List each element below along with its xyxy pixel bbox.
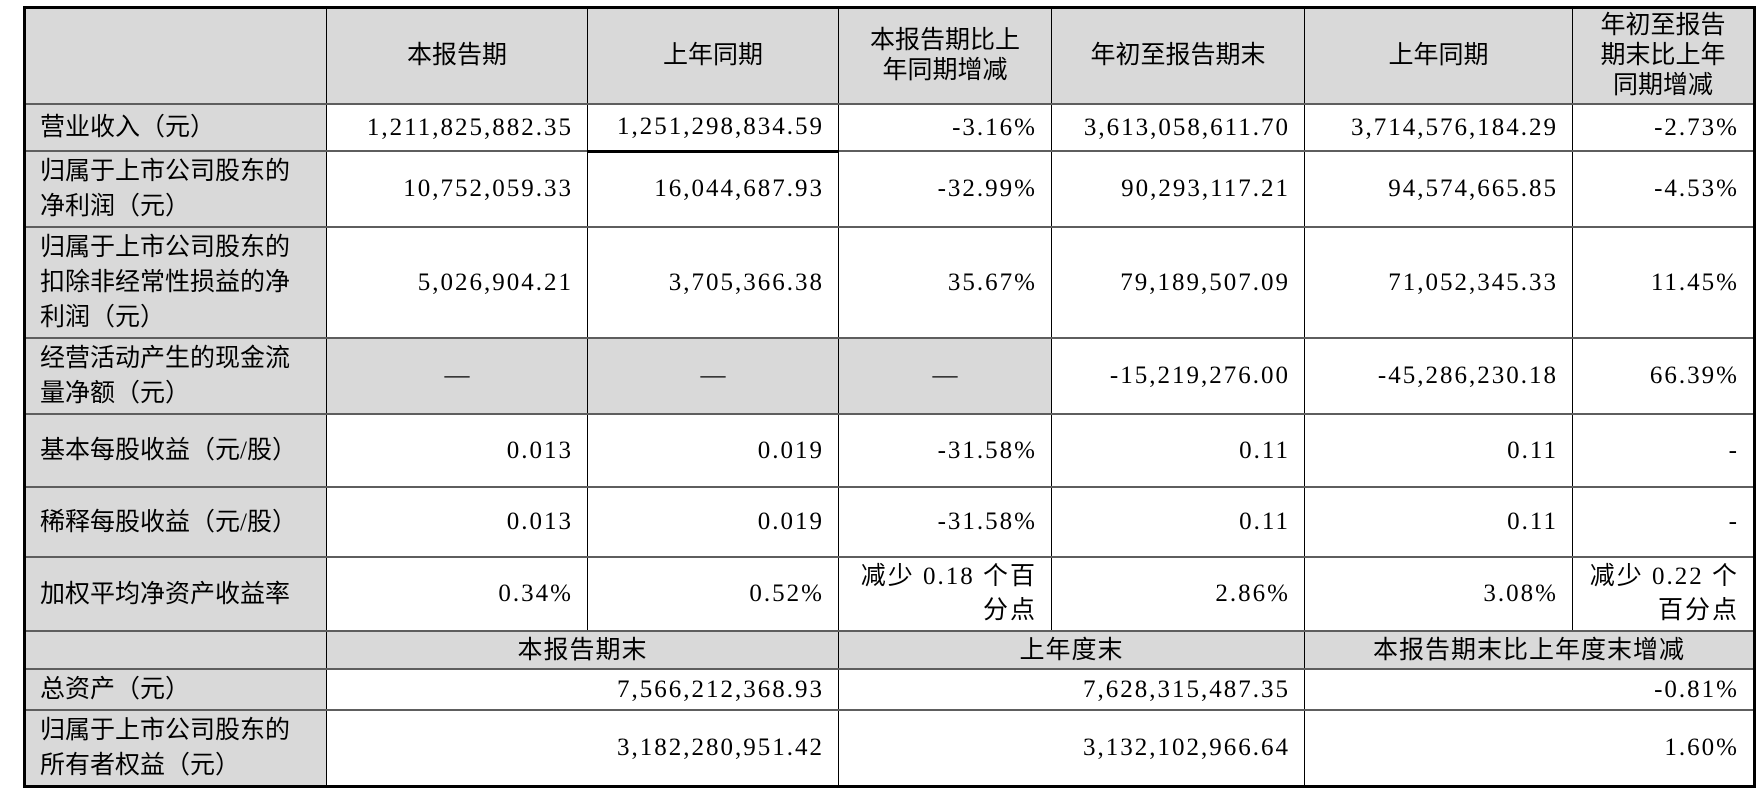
cell-value: 66.39% [1572, 337, 1755, 415]
cell-value: 3,613,058,611.70 [1051, 103, 1305, 152]
subheader-end-of-period: 本报告期末 [326, 630, 839, 670]
row-label: 基本每股收益（元/股） [24, 413, 327, 488]
column-header-prior-year-ytd: 上年同期 [1304, 6, 1573, 105]
cell-value: -4.53% [1572, 150, 1755, 228]
cell-value: — [326, 337, 588, 415]
column-header-blank [24, 6, 327, 105]
cell-value: 90,293,117.21 [1051, 150, 1305, 228]
cell-value: 0.11 [1304, 486, 1573, 558]
cell-value: 3,132,102,966.64 [838, 709, 1305, 788]
subheader-end-of-prior-year: 上年度末 [838, 630, 1305, 670]
subheader-change-vs-prior-year-end: 本报告期末比上年度末增减 [1304, 630, 1755, 670]
cell-value: -31.58% [838, 486, 1052, 558]
header-row: 本报告期 上年同期 本报告期比上年同期增减 年初至报告期末 上年同期 年初至报告… [24, 6, 1755, 105]
cell-value: 0.013 [326, 486, 588, 558]
cell-value: 0.11 [1051, 486, 1305, 558]
cell-value: -3.16% [838, 103, 1052, 152]
row-label: 营业收入（元） [24, 103, 327, 152]
cell-value: 3.08% [1304, 556, 1573, 632]
row-label: 归属于上市公司股东的所有者权益（元） [24, 709, 327, 788]
cell-value: - [1572, 413, 1755, 488]
cell-value: 减少 0.18 个百分点 [838, 556, 1052, 632]
cell-value: -2.73% [1572, 103, 1755, 152]
column-header-current-period: 本报告期 [326, 6, 588, 105]
report-page: 本报告期 上年同期 本报告期比上年同期增减 年初至报告期末 上年同期 年初至报告… [23, 6, 1756, 788]
row-label: 加权平均净资产收益率 [24, 556, 327, 632]
cell-value: 0.34% [326, 556, 588, 632]
cell-value: 11.45% [1572, 226, 1755, 339]
cell-value: -45,286,230.18 [1304, 337, 1573, 415]
cell-value: 2.86% [1051, 556, 1305, 632]
cell-value: 3,182,280,951.42 [326, 709, 839, 788]
cell-value: 减少 0.22 个百分点 [1572, 556, 1755, 632]
cell-value: 1,211,825,882.35 [326, 103, 588, 152]
row-label: 归属于上市公司股东的净利润（元） [24, 150, 327, 228]
row-basic-eps: 基本每股收益（元/股） 0.013 0.019 -31.58% 0.11 0.1… [24, 413, 1755, 488]
cell-value: 0.11 [1304, 413, 1573, 488]
row-net-profit-attributable: 归属于上市公司股东的净利润（元） 10,752,059.33 16,044,68… [24, 150, 1755, 228]
cell-value: -32.99% [838, 150, 1052, 228]
cell-value: 0.013 [326, 413, 588, 488]
cell-value: 0.019 [587, 413, 839, 488]
cell-value: 7,628,315,487.35 [838, 668, 1305, 711]
row-operating-cash-flow: 经营活动产生的现金流量净额（元） — — — -15,219,276.00 -4… [24, 337, 1755, 415]
cell-value: 79,189,507.09 [1051, 226, 1305, 339]
cell-value: 7,566,212,368.93 [326, 668, 839, 711]
row-net-profit-excl-nonrecurring: 归属于上市公司股东的扣除非经常性损益的净利润（元） 5,026,904.21 3… [24, 226, 1755, 339]
cell-value: -31.58% [838, 413, 1052, 488]
row-label: 归属于上市公司股东的扣除非经常性损益的净利润（元） [24, 226, 327, 339]
column-header-prior-year-same-period: 上年同期 [587, 6, 839, 105]
cell-value: 94,574,665.85 [1304, 150, 1573, 228]
cell-value: 16,044,687.93 [587, 150, 839, 228]
row-weighted-avg-roe: 加权平均净资产收益率 0.34% 0.52% 减少 0.18 个百分点 2.86… [24, 556, 1755, 632]
financial-summary-table: 本报告期 上年同期 本报告期比上年同期增减 年初至报告期末 上年同期 年初至报告… [23, 6, 1756, 788]
cell-value: -15,219,276.00 [1051, 337, 1305, 415]
cell-value: — [587, 337, 839, 415]
cell-value: 35.67% [838, 226, 1052, 339]
cell-value: 1.60% [1304, 709, 1755, 788]
cell-value: — [838, 337, 1052, 415]
cell-value: 10,752,059.33 [326, 150, 588, 228]
row-label: 经营活动产生的现金流量净额（元） [24, 337, 327, 415]
subheader-row: 本报告期末 上年度末 本报告期末比上年度末增减 [24, 630, 1755, 670]
cell-value: -0.81% [1304, 668, 1755, 711]
cell-value: 71,052,345.33 [1304, 226, 1573, 339]
cell-value: 1,251,298,834.59 [587, 103, 839, 153]
cell-value: 3,714,576,184.29 [1304, 103, 1573, 152]
row-total-assets: 总资产（元） 7,566,212,368.93 7,628,315,487.35… [24, 668, 1755, 711]
cell-value: 3,705,366.38 [587, 226, 839, 339]
column-header-ytd-change: 年初至报告期末比上年同期增减 [1572, 6, 1755, 105]
row-label: 稀释每股收益（元/股） [24, 486, 327, 558]
subheader-blank [24, 630, 327, 670]
row-owners-equity: 归属于上市公司股东的所有者权益（元） 3,182,280,951.42 3,13… [24, 709, 1755, 788]
column-header-ytd: 年初至报告期末 [1051, 6, 1305, 105]
column-header-change-vs-prior-year: 本报告期比上年同期增减 [838, 6, 1052, 105]
row-label: 总资产（元） [24, 668, 327, 711]
cell-value: - [1572, 486, 1755, 558]
row-operating-revenue: 营业收入（元） 1,211,825,882.35 1,251,298,834.5… [24, 103, 1755, 153]
cell-value: 0.019 [587, 486, 839, 558]
cell-value: 5,026,904.21 [326, 226, 588, 339]
row-diluted-eps: 稀释每股收益（元/股） 0.013 0.019 -31.58% 0.11 0.1… [24, 486, 1755, 558]
cell-value: 0.52% [587, 556, 839, 632]
cell-value: 0.11 [1051, 413, 1305, 488]
